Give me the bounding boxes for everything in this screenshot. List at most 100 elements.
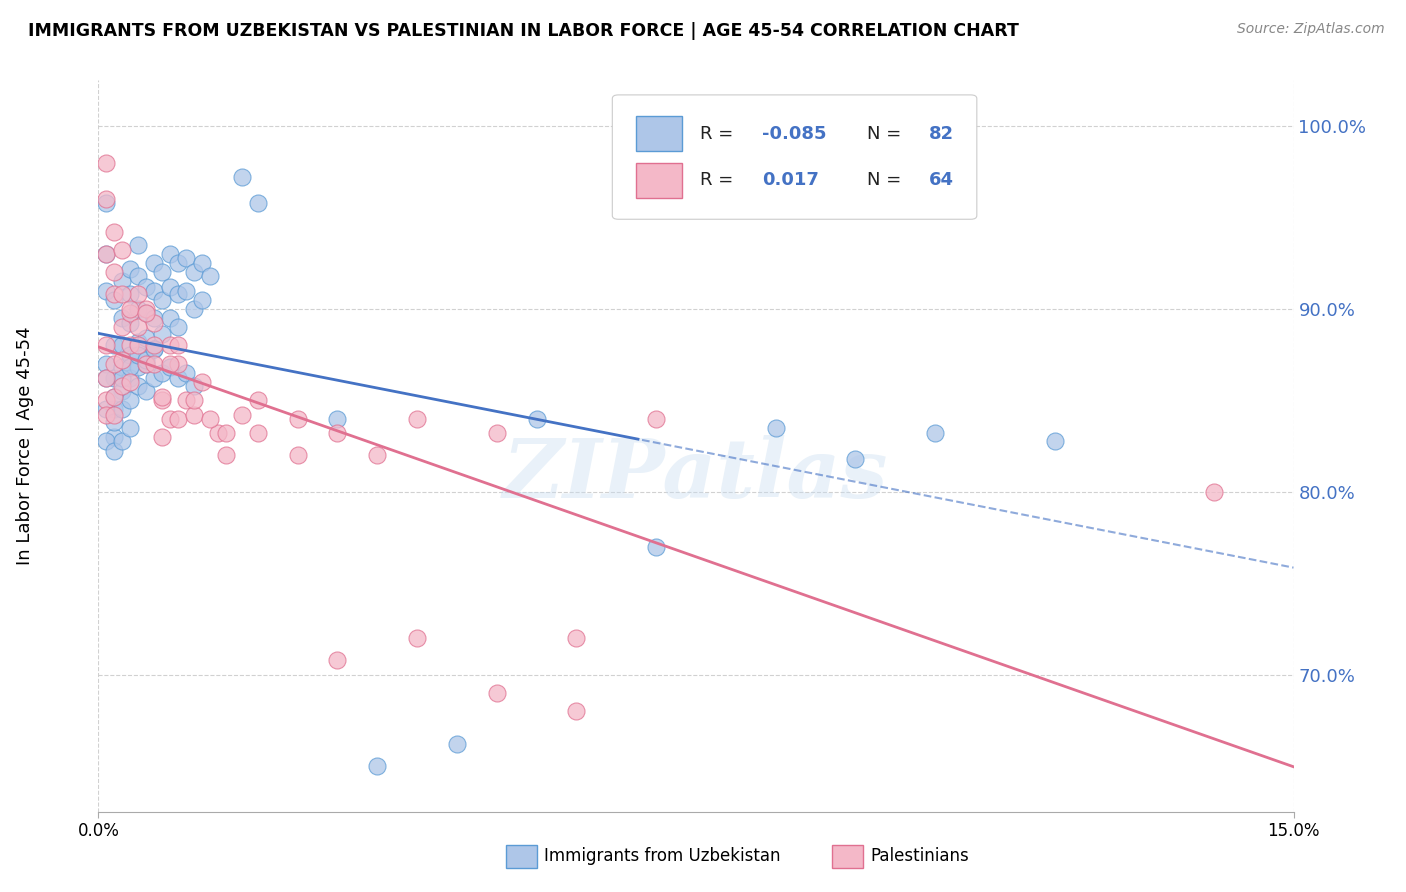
Point: [485, 426, 508, 441]
Point: [167, 287, 190, 301]
Point: [326, 426, 349, 441]
Point: [246, 195, 269, 210]
Point: [120, 261, 142, 276]
Text: R =: R =: [700, 125, 738, 143]
Point: [150, 393, 173, 408]
Point: [406, 631, 429, 645]
Point: [127, 360, 149, 375]
Point: [96, 371, 118, 385]
Point: [765, 420, 787, 434]
Point: [103, 293, 125, 307]
Point: [96, 192, 118, 206]
Point: [174, 284, 197, 298]
Text: ZIPatlas: ZIPatlas: [503, 435, 889, 516]
Point: [167, 320, 190, 334]
Point: [127, 320, 149, 334]
FancyBboxPatch shape: [636, 163, 682, 198]
Point: [96, 408, 118, 422]
Point: [127, 347, 149, 362]
Point: [1043, 434, 1066, 448]
Point: [111, 360, 134, 375]
Point: [159, 411, 181, 425]
Point: [159, 247, 181, 261]
Point: [167, 411, 190, 425]
Point: [135, 384, 157, 399]
Point: [143, 342, 166, 356]
Text: In Labor Force | Age 45-54: In Labor Force | Age 45-54: [17, 326, 34, 566]
Text: 64: 64: [929, 171, 955, 189]
Point: [150, 430, 173, 444]
Point: [159, 310, 181, 325]
Point: [103, 415, 125, 429]
Point: [103, 430, 125, 444]
Point: [120, 338, 142, 352]
Point: [120, 301, 142, 316]
Point: [120, 360, 142, 375]
Point: [143, 371, 166, 385]
Point: [103, 265, 125, 279]
Text: Palestinians: Palestinians: [870, 847, 969, 865]
Point: [135, 353, 157, 368]
Point: [287, 448, 309, 462]
Point: [103, 357, 125, 371]
Point: [150, 390, 173, 404]
Point: [446, 737, 468, 751]
Point: [924, 426, 946, 441]
Point: [183, 265, 205, 279]
Point: [120, 347, 142, 362]
Point: [96, 371, 118, 385]
Point: [96, 393, 118, 408]
FancyBboxPatch shape: [612, 95, 977, 219]
Text: Source: ZipAtlas.com: Source: ZipAtlas.com: [1237, 22, 1385, 37]
Point: [111, 378, 134, 392]
Point: [645, 411, 668, 425]
Point: [326, 411, 349, 425]
Point: [143, 256, 166, 270]
Point: [143, 310, 166, 325]
Point: [191, 375, 214, 389]
Point: [127, 287, 149, 301]
Point: [96, 284, 118, 298]
Point: [406, 411, 429, 425]
Point: [103, 287, 125, 301]
Point: [287, 411, 309, 425]
Point: [103, 371, 125, 385]
Point: [127, 237, 149, 252]
Point: [143, 284, 166, 298]
Point: [135, 357, 157, 371]
Point: [120, 420, 142, 434]
Point: [1202, 484, 1225, 499]
Point: [844, 451, 866, 466]
Text: -0.085: -0.085: [762, 125, 827, 143]
Point: [96, 247, 118, 261]
Point: [207, 426, 229, 441]
Point: [127, 378, 149, 392]
Point: [127, 334, 149, 349]
Point: [96, 155, 118, 169]
Point: [191, 256, 214, 270]
Point: [111, 353, 134, 368]
Point: [191, 293, 214, 307]
Text: N =: N =: [868, 125, 907, 143]
Point: [135, 301, 157, 316]
Point: [183, 408, 205, 422]
Point: [96, 434, 118, 448]
Point: [143, 357, 166, 371]
Point: [96, 402, 118, 417]
Point: [231, 408, 253, 422]
Point: [111, 274, 134, 288]
Point: [127, 301, 149, 316]
Point: [96, 357, 118, 371]
Point: [135, 280, 157, 294]
Point: [159, 357, 181, 371]
Point: [150, 265, 173, 279]
Point: [174, 393, 197, 408]
Point: [215, 448, 238, 462]
Point: [246, 426, 269, 441]
Point: [96, 195, 118, 210]
Point: [326, 653, 349, 667]
Point: [159, 280, 181, 294]
Point: [111, 244, 134, 258]
Point: [143, 342, 166, 356]
Text: R =: R =: [700, 171, 738, 189]
